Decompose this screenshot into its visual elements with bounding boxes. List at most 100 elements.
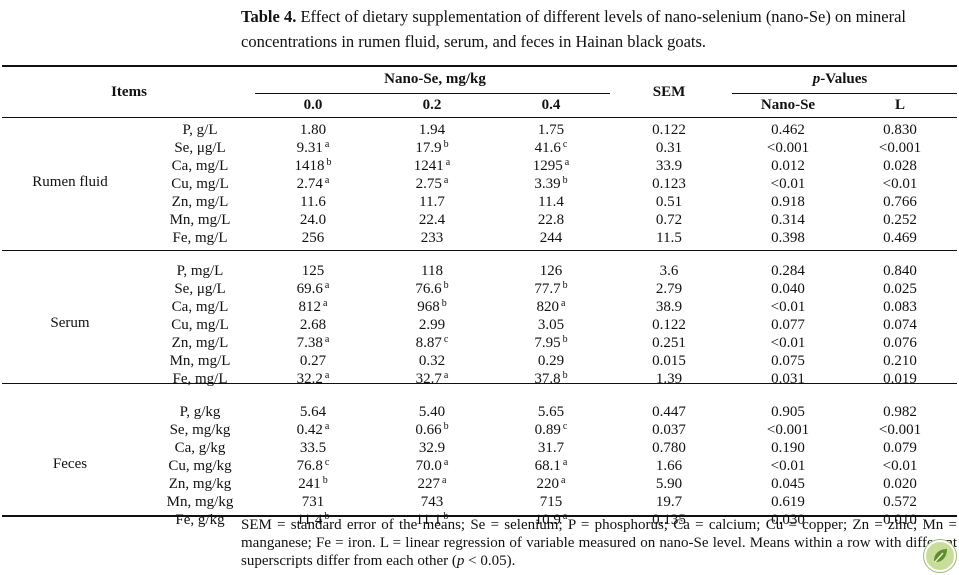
level-2-cell-superscript: c [562,421,568,432]
table-caption-text: Effect of dietary supplementation of dif… [241,7,907,51]
p-nano-se-cell: 0.619 [748,493,828,511]
level-0-cell-value: 0.42 [296,422,323,438]
sem-cell-value: 19.7 [655,494,683,510]
level-1-cell-value: 5.40 [418,404,446,420]
sem-cell-value: 2.79 [655,281,683,297]
level-1-cell-value: 227 [417,476,441,492]
level-0-cell: 69.6 a [283,280,343,298]
level-1-cell: 227 a [402,475,462,493]
row-item-label: Fe, mg/L [140,229,260,247]
level-2-cell-value: 715 [539,494,563,510]
p-nano-se-cell-value: 0.031 [771,371,805,387]
sem-cell: 19.7 [639,493,699,511]
row-item-label-value: Cu, mg/L [171,176,229,192]
p-linear-cell: 0.083 [870,298,930,316]
p-linear-cell-value: 0.982 [883,404,917,420]
p-nano-se-cell: 0.031 [748,370,828,388]
group-label: Serum [50,315,90,331]
p-linear-cell-value: 0.083 [883,299,917,315]
sem-cell: 0.122 [639,316,699,334]
level-1-cell: 233 [402,229,462,247]
p-linear-cell: 0.469 [870,229,930,247]
level-2-cell-value: 11.4 [538,194,564,210]
sem-cell-value: 33.9 [655,158,683,174]
level-0-cell: 0.42 a [283,421,343,439]
p-nano-se-cell-value: <0.01 [770,299,806,315]
level-0-cell: 125 [283,262,343,280]
level-1-cell-superscript: a [443,370,449,381]
level-1-cell-value: 22.4 [418,212,446,228]
sem-cell: 0.51 [639,193,699,211]
sem-cell: 0.780 [639,439,699,457]
level-0-cell-value: 7.38 [296,335,323,351]
level-2-cell-value: 3.05 [537,317,565,333]
p-linear-cell: 0.210 [870,352,930,370]
level-0-cell-value: 2.74 [296,176,323,192]
level-0-cell-value: 11.4 [296,512,323,528]
sem-cell: 0.447 [639,403,699,421]
p-nano-se-cell: <0.01 [748,175,828,193]
row-item-label-value: Cu, mg/kg [168,458,232,474]
sem-cell-value: 38.9 [655,299,683,315]
footnote-p: p [456,553,465,569]
level-0-cell-value: 0.27 [299,353,327,369]
p-linear-cell: <0.01 [870,457,930,475]
p-nano-se-cell-value: 0.030 [771,512,805,528]
level-2-cell-superscript: a [561,298,566,309]
p-linear-cell: 0.252 [870,211,930,229]
p-values-italic: p [812,71,821,87]
p-linear-cell-value: <0.001 [878,422,922,438]
p-nano-se-cell: 0.045 [748,475,828,493]
sem-cell: 5.90 [639,475,699,493]
p-linear-cell: 0.076 [870,334,930,352]
level-0-cell-superscript: a [324,139,330,150]
footnote-tail: < 0.05). [464,553,516,569]
level-1-cell: 0.66 b [402,421,462,439]
level-1-cell: 0.32 [402,352,462,370]
p-values-underline [732,93,957,94]
row-item-label: Se, mg/kg [140,421,260,439]
level-2-cell: 77.7 b [521,280,581,298]
row-item-label: Zn, mg/L [140,334,260,352]
level-0-cell: 2.68 [283,316,343,334]
p-nano-se-cell-value: 0.040 [771,281,805,297]
row-item-label: P, g/kg [140,403,260,421]
level-0-cell-superscript: b [326,157,332,168]
level-0-cell: 33.5 [283,439,343,457]
level-1-cell: 32.7 a [402,370,462,388]
level-1-cell: 968 b [402,298,462,316]
level-0-cell: 0.27 [283,352,343,370]
level-0-cell: 32.2 a [283,370,343,388]
level-2-cell-value: 10.9 [534,512,561,528]
p-linear-cell-value: <0.001 [878,140,922,156]
footnote-text: SEM = standard error of the means; Se = … [241,517,957,569]
top-rule [2,65,957,67]
p-nano-se-cell-value: 0.905 [771,404,805,420]
leaf-icon [934,549,947,563]
row-item-label-value: Zn, mg/kg [168,476,232,492]
table-label: Table 4. [241,7,297,26]
sem-cell-value: 0.780 [652,440,686,456]
p-values-header: p-Values [780,71,900,88]
level-2-cell-superscript: b [562,334,568,345]
nano-se-header: Nano-Se, mg/kg [384,71,486,87]
level-0-cell-superscript: a [324,175,330,186]
p-nano-se-cell: 0.905 [748,403,828,421]
level-0-cell-value: 241 [298,476,321,492]
sem-cell-value: 0.447 [652,404,686,420]
row-item-label-value: Ca, g/kg [174,440,226,456]
p-linear-cell-value: <0.01 [882,176,918,192]
sem-cell: 0.037 [639,421,699,439]
level-0-cell-value: 9.31 [296,140,323,156]
p-nano-se-cell: 0.284 [748,262,828,280]
row-item-label: Mn, mg/L [140,352,260,370]
level-2-cell: 22.8 [521,211,581,229]
level-1-cell-value: 0.66 [415,422,442,438]
level-0-cell-superscript: a [324,280,330,291]
level-1-cell: 70.0 a [402,457,462,475]
level-header-0: 0.0 [303,97,323,113]
level-2-cell: 1.75 [521,121,581,139]
p-col-nano-se-header: Nano-Se [760,97,816,113]
sem-cell: 1.66 [639,457,699,475]
level-2-cell-value: 31.7 [537,440,565,456]
